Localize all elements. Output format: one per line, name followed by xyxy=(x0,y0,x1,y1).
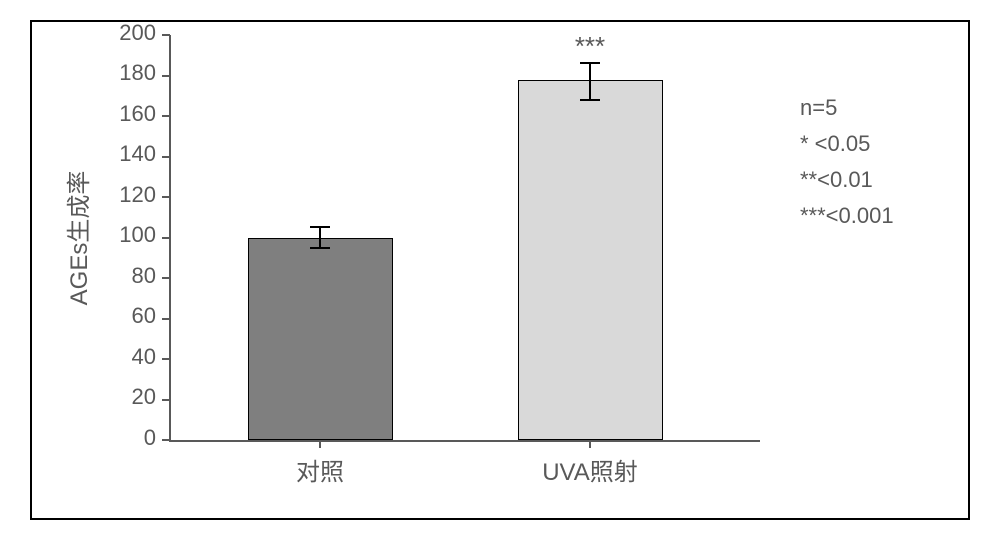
significance-marker: *** xyxy=(530,31,650,62)
legend-line: n=5 xyxy=(800,90,894,126)
y-tick xyxy=(162,358,170,360)
y-tick-label: 80 xyxy=(132,263,156,289)
y-tick xyxy=(162,34,170,36)
y-tick-label: 100 xyxy=(119,222,156,248)
y-tick-label: 200 xyxy=(119,20,156,46)
x-axis-line xyxy=(170,440,760,442)
category-label: UVA照射 xyxy=(470,452,710,487)
legend-line: **<0.01 xyxy=(800,162,894,198)
y-axis-label: AGEs生成率 xyxy=(59,138,89,338)
error-bar-cap xyxy=(580,62,600,64)
y-tick-label: 120 xyxy=(119,182,156,208)
y-tick xyxy=(162,156,170,158)
y-tick xyxy=(162,237,170,239)
chart-canvas: 020406080100120140160180200 AGEs生成率 *** … xyxy=(0,0,1000,541)
x-tick xyxy=(589,440,591,448)
y-tick xyxy=(162,75,170,77)
bar xyxy=(518,80,663,440)
legend: n=5* <0.05**<0.01***<0.001 xyxy=(800,90,894,234)
y-tick-label: 20 xyxy=(132,384,156,410)
y-tick-label: 60 xyxy=(132,303,156,329)
y-tick xyxy=(162,439,170,441)
y-tick xyxy=(162,277,170,279)
y-tick xyxy=(162,399,170,401)
y-tick-label: 160 xyxy=(119,101,156,127)
error-bar-cap xyxy=(310,226,330,228)
error-bar-cap xyxy=(580,99,600,101)
y-tick xyxy=(162,115,170,117)
y-axis-line xyxy=(169,35,171,442)
y-tick-label: 0 xyxy=(144,425,156,451)
y-tick-label: 140 xyxy=(119,141,156,167)
y-tick-label: 180 xyxy=(119,60,156,86)
error-bar-line xyxy=(589,63,591,99)
y-tick xyxy=(162,318,170,320)
bar xyxy=(248,238,393,441)
legend-line: ***<0.001 xyxy=(800,198,894,234)
legend-line: * <0.05 xyxy=(800,126,894,162)
error-bar-cap xyxy=(310,247,330,249)
y-tick-label: 40 xyxy=(132,344,156,370)
y-tick xyxy=(162,196,170,198)
x-tick xyxy=(319,440,321,448)
error-bar-line xyxy=(319,227,321,247)
category-label: 对照 xyxy=(200,452,440,487)
